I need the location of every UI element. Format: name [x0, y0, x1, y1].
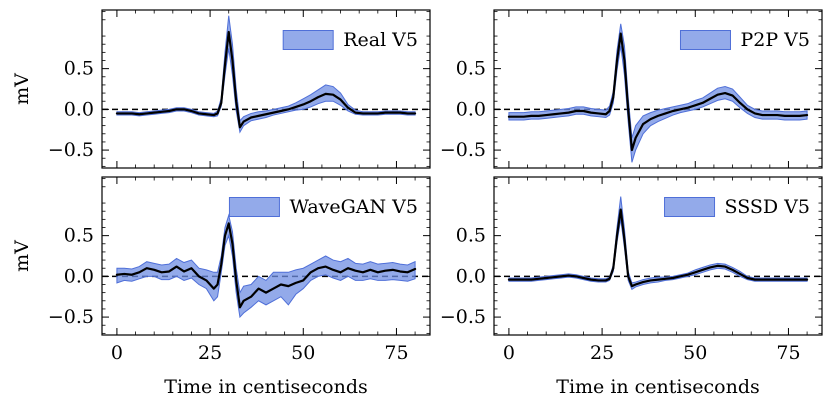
legend-label: Real V5 — [343, 29, 418, 51]
y-tick-label: −0.5 — [440, 139, 486, 161]
plot-area — [494, 196, 822, 291]
y-axis-label: mV — [11, 73, 33, 105]
x-axis-label: Time in centiseconds — [164, 376, 367, 398]
mean-line — [115, 222, 417, 309]
x-tick-label: 0 — [111, 342, 123, 364]
legend-label: P2P V5 — [740, 29, 810, 51]
x-tick-label: 50 — [291, 342, 315, 364]
y-tick-label: 0.5 — [456, 58, 486, 80]
x-tick-label: 75 — [384, 342, 408, 364]
mean-line — [115, 30, 417, 129]
y-tick-label: −0.5 — [440, 306, 486, 328]
y-tick-label: 0.5 — [64, 58, 94, 80]
y-tick-label: 0.5 — [64, 225, 94, 247]
legend-label: SSSD V5 — [725, 196, 810, 218]
x-axis-label: Time in centiseconds — [556, 376, 759, 398]
y-tick-label: 0.0 — [64, 98, 94, 120]
panel-4: 0 25 50 75 −0.5 0.0 0.5 Time in centiseconds SSS… — [440, 176, 823, 398]
y-tick-label: 0.0 — [64, 265, 94, 287]
y-tick-label: −0.5 — [48, 139, 94, 161]
y-tick-label: 0.0 — [456, 98, 486, 120]
plot-area — [494, 23, 822, 163]
legend-swatch — [282, 30, 334, 50]
mean-line — [507, 32, 809, 152]
plot-area — [102, 15, 430, 134]
y-axis-label: mV — [11, 240, 33, 272]
y-tick-label: 0.0 — [456, 265, 486, 287]
mean-line — [507, 208, 809, 288]
panel-2: −0.5 0.0 0.5 P2P V5 — [440, 9, 823, 169]
legend-label: WaveGAN V5 — [289, 196, 418, 218]
legend-swatch — [679, 30, 731, 50]
legend-swatch — [664, 197, 716, 217]
panel-3: 0 25 50 75 −0.5 0.0 0.5 mV Time in centiseconds W… — [11, 176, 431, 398]
x-tick-label: 75 — [776, 342, 800, 364]
x-tick-label: 0 — [503, 342, 515, 364]
x-tick-label: 25 — [198, 342, 222, 364]
panel-1: −0.5 0.0 0.5 mV Real V5 — [11, 9, 431, 169]
y-tick-label: −0.5 — [48, 306, 94, 328]
legend-swatch — [228, 197, 280, 217]
y-tick-label: 0.5 — [456, 225, 486, 247]
x-tick-label: 50 — [683, 342, 707, 364]
plot-area — [102, 213, 430, 319]
x-tick-label: 25 — [590, 342, 614, 364]
